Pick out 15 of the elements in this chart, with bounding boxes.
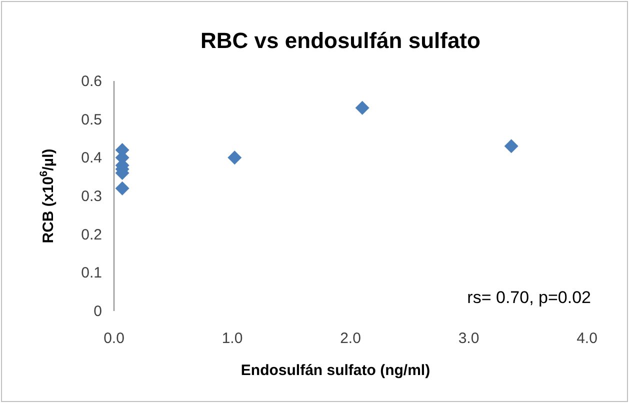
- y-tick-label: 0.6: [81, 73, 102, 90]
- y-tick-label: 0.2: [81, 226, 102, 244]
- x-tick-label: 3.0: [458, 330, 480, 347]
- x-axis-title: Endosulfán sulfato (ng/ml): [240, 362, 430, 379]
- y-tick-label: 0.5: [81, 111, 102, 128]
- x-tick-label: 4.0: [576, 330, 598, 347]
- annotation: rs= 0.70, p=0.02: [467, 288, 591, 307]
- y-tick-label: 0: [94, 303, 102, 320]
- x-tick-label: 2.0: [340, 330, 361, 347]
- x-tick-label: 0.0: [104, 330, 124, 347]
- y-tick-label: 0.1: [81, 264, 102, 282]
- y-tick-label: 0.4: [81, 150, 102, 167]
- y-tick-label: 0.3: [81, 188, 102, 205]
- chart-title: RBC vs endosulfán sulfato: [200, 28, 480, 53]
- x-tick-label: 1.0: [222, 330, 243, 347]
